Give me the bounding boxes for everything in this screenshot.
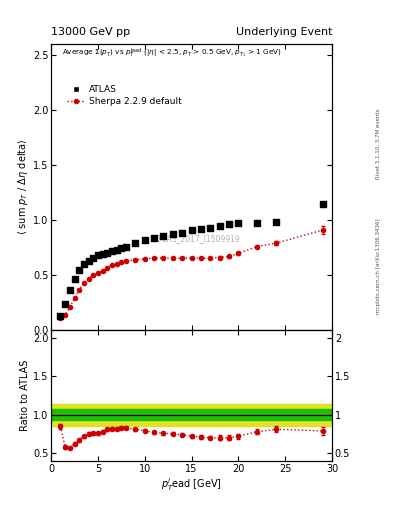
Text: Average $\Sigma(p_T)$ vs $p_T^{\rm lead}$ ($|\eta|$ < 2.5, $p_T$ > 0.5 GeV, $p_{: Average $\Sigma(p_T)$ vs $p_T^{\rm lead}… [62, 47, 282, 60]
Point [179, 229, 185, 238]
Text: 13000 GeV pp: 13000 GeV pp [51, 27, 130, 37]
Point [226, 220, 232, 228]
Point [123, 243, 129, 251]
Point [170, 230, 176, 239]
Point [207, 224, 213, 232]
X-axis label: $p_T^l$ead [GeV]: $p_T^l$ead [GeV] [161, 476, 222, 493]
Text: Rivet 3.1.10, 3.7M events: Rivet 3.1.10, 3.7M events [376, 108, 380, 179]
Point [85, 257, 92, 265]
Y-axis label: $\langle$ sum $p_T$ / $\Delta\eta$ delta$\rangle$: $\langle$ sum $p_T$ / $\Delta\eta$ delta… [16, 139, 30, 235]
Point [198, 225, 204, 233]
Point [57, 312, 64, 320]
Text: ATLAS_2017_I1509919: ATLAS_2017_I1509919 [154, 234, 241, 243]
Point [62, 300, 68, 308]
Point [99, 250, 106, 259]
Legend: ATLAS, Sherpa 2.2.9 default: ATLAS, Sherpa 2.2.9 default [67, 86, 181, 106]
Point [273, 218, 279, 226]
Point [81, 260, 87, 268]
Point [254, 219, 260, 227]
Bar [51, 410, 332, 420]
Point [141, 236, 148, 244]
Text: mcplots.cern.ch [arXiv:1306.3436]: mcplots.cern.ch [arXiv:1306.3436] [376, 219, 380, 314]
Point [189, 226, 195, 234]
Point [235, 219, 242, 227]
Point [151, 233, 157, 242]
Text: Underlying Event: Underlying Event [235, 27, 332, 37]
Point [114, 246, 120, 254]
Point [72, 274, 78, 283]
Bar [51, 404, 332, 425]
Point [118, 244, 125, 252]
Point [320, 199, 326, 207]
Point [76, 266, 83, 274]
Point [109, 247, 115, 255]
Point [67, 286, 73, 294]
Point [104, 249, 110, 257]
Y-axis label: Ratio to ATLAS: Ratio to ATLAS [20, 360, 30, 431]
Point [217, 222, 223, 230]
Point [95, 251, 101, 260]
Point [160, 231, 167, 240]
Point [132, 239, 139, 247]
Point [90, 253, 96, 262]
